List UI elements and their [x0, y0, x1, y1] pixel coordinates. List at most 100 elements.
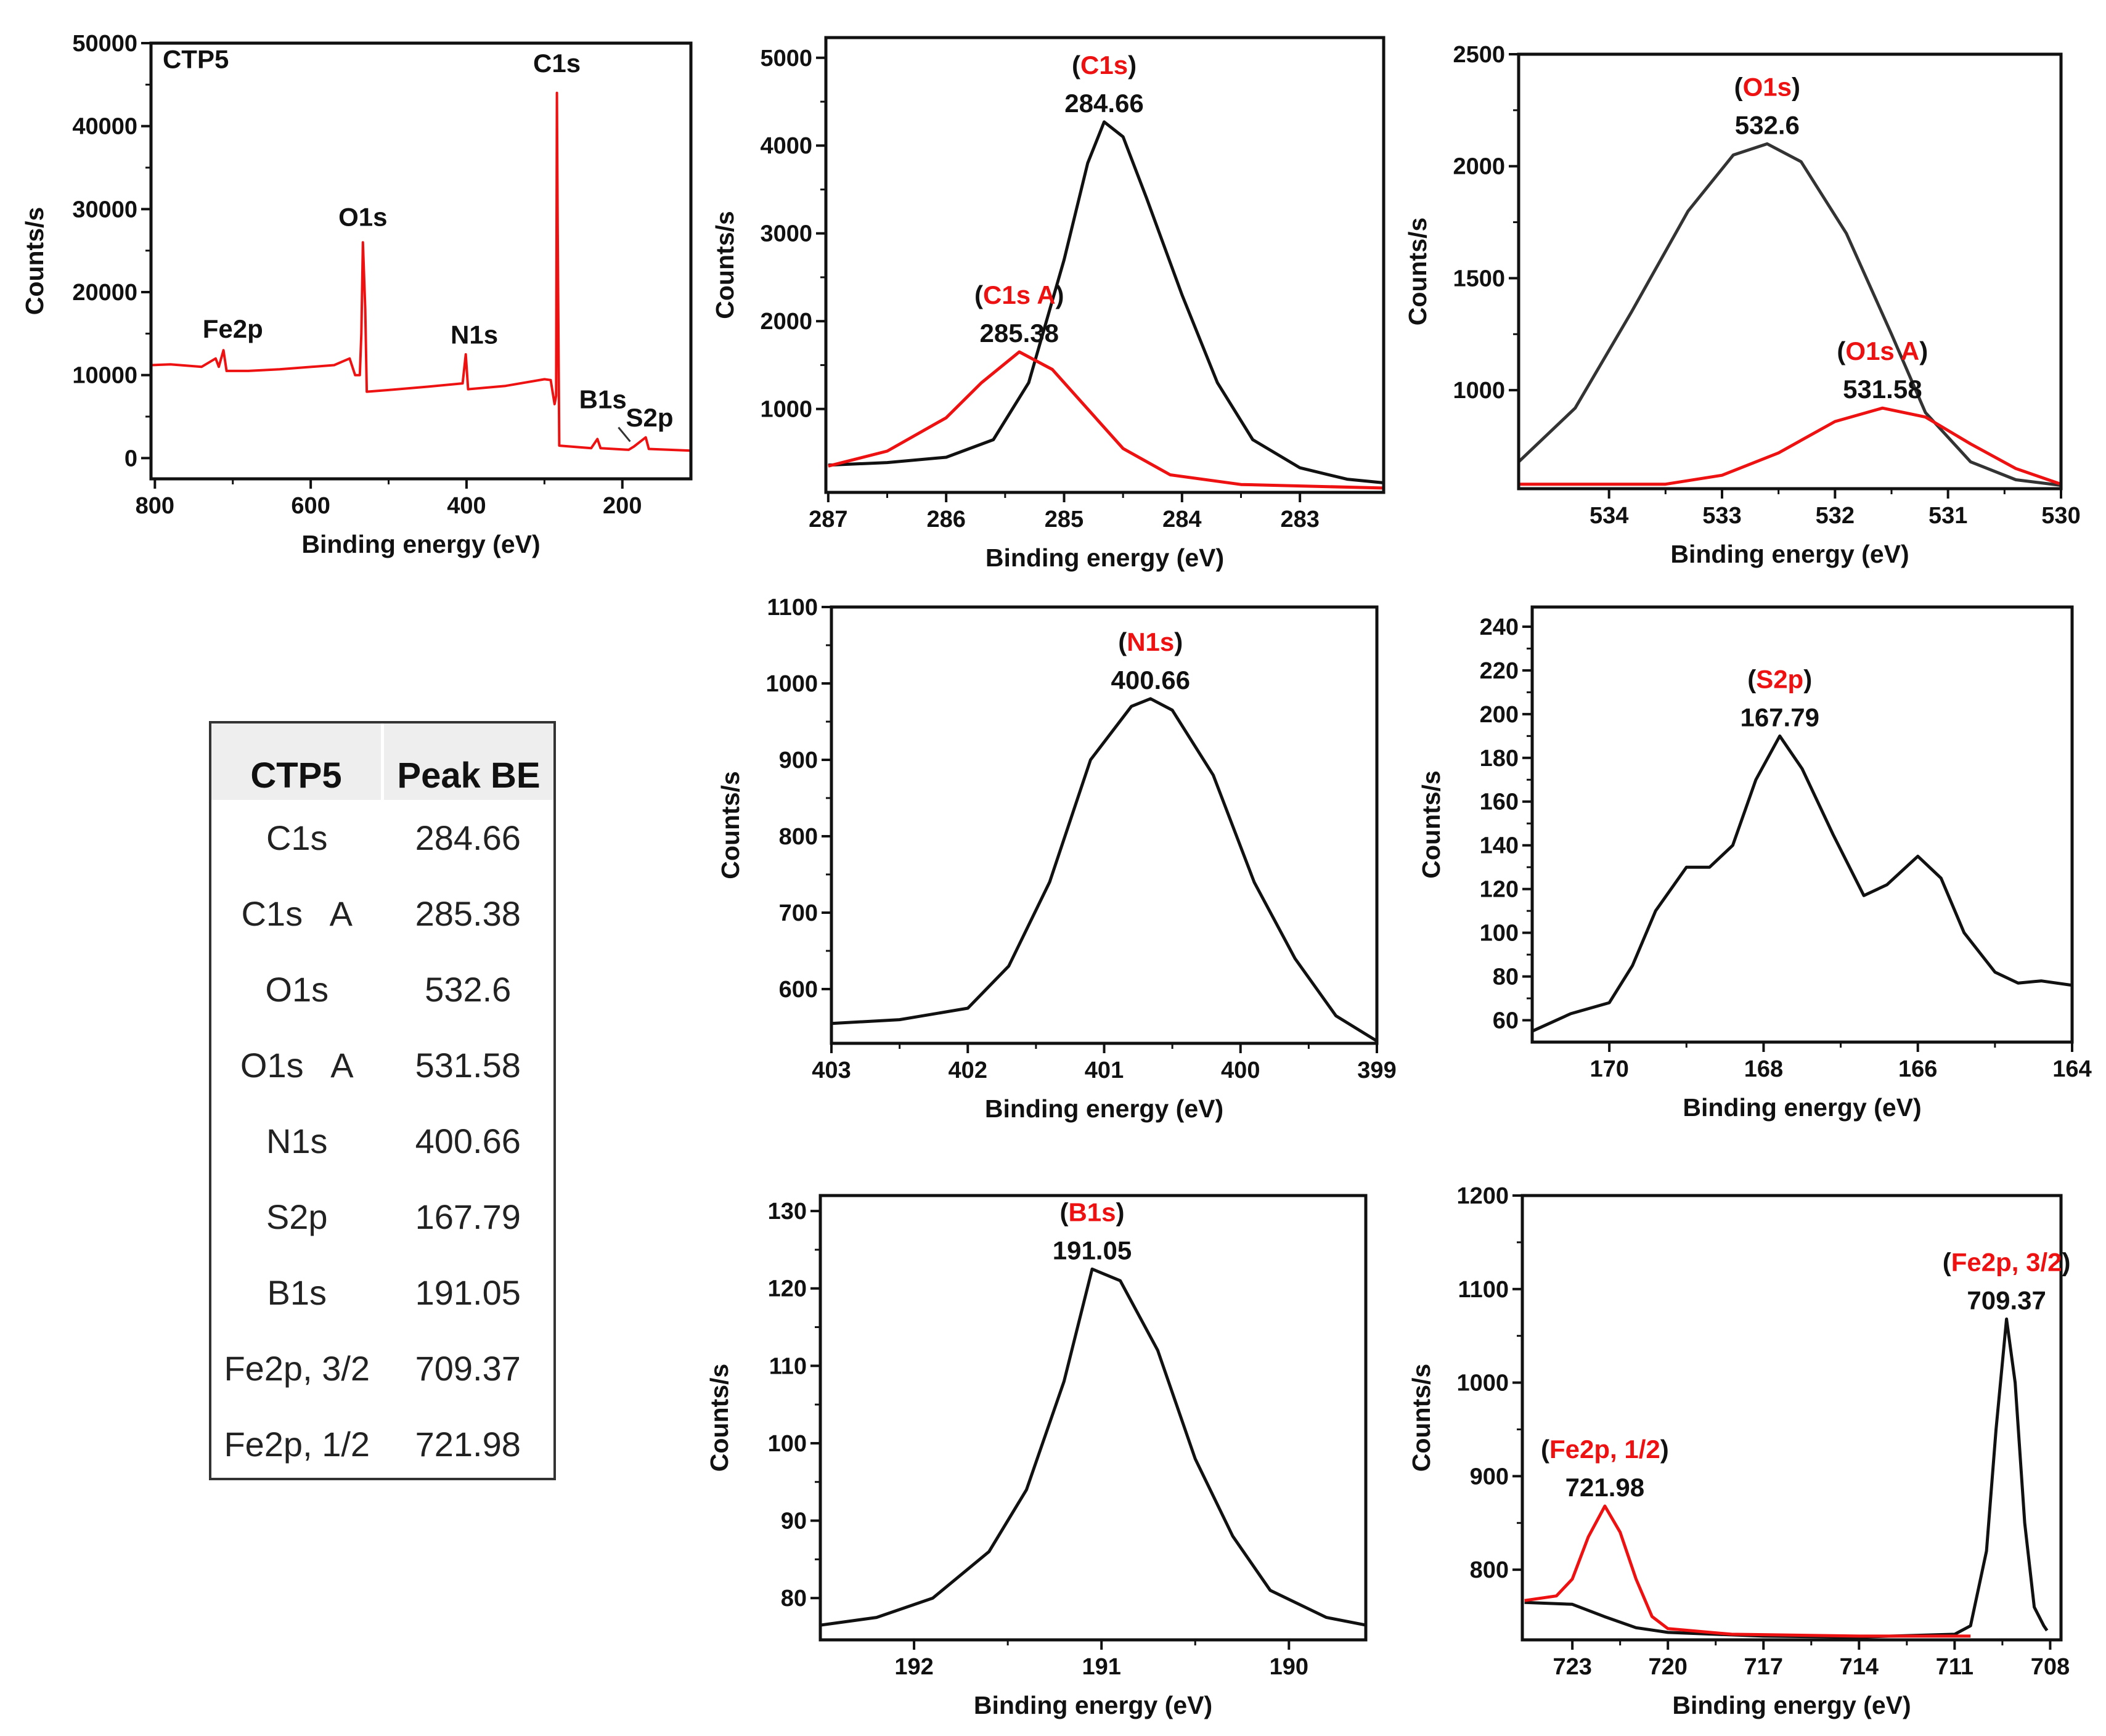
paren-open: ( [1072, 51, 1080, 79]
paren-open: ( [1059, 1197, 1068, 1226]
paren-close: ) [1128, 51, 1137, 79]
header-peak-be: Peak BE [397, 756, 541, 796]
peak-value-label: 284.66 [1064, 89, 1143, 118]
y-tick-label: 1000 [1456, 1371, 1509, 1396]
x-axis-title: Binding energy (eV) [1683, 1093, 1921, 1122]
x-tick-label: 170 [1590, 1056, 1628, 1082]
y-tick-label: 1500 [1453, 266, 1505, 291]
x-tick-label: 400 [1221, 1057, 1260, 1083]
series-line-s2p [1532, 734, 2072, 1033]
y-tick-label: 5000 [760, 46, 812, 71]
paren-open: ( [1837, 336, 1845, 365]
cell-be: 709.37 [415, 1349, 521, 1388]
peak-value-label: 721.98 [1565, 1473, 1644, 1502]
y-tick-label: 800 [1470, 1557, 1509, 1583]
plot-frame [1530, 605, 2074, 1044]
x-tick-label: 400 [447, 493, 486, 519]
paren-open: ( [1118, 627, 1127, 656]
paren-open: ( [1747, 664, 1756, 693]
x-tick-label: 402 [949, 1057, 987, 1083]
y-tick-label: 220 [1480, 658, 1519, 684]
y-tick-label: 900 [779, 748, 818, 773]
x-tick-label: 723 [1553, 1654, 1591, 1680]
x-tick-label: 403 [812, 1057, 851, 1083]
x-tick-label: 800 [136, 493, 174, 519]
panel-n1s: 403 402 401 400 399 600 700 800 900 1000 1100 Bindi… [716, 595, 1397, 1123]
y-tick-label: 2000 [1453, 154, 1505, 180]
series-line-fe2p-1-2 [1524, 1504, 1971, 1638]
series-line-b1s [820, 1267, 1366, 1627]
table-header: CTP5 Peak BE [211, 723, 553, 800]
cell-peak: S2p [266, 1197, 328, 1236]
x-tick-label: 287 [809, 507, 847, 532]
cell-peak: O1s [265, 970, 329, 1009]
peak-value-label: 285.38 [980, 319, 1059, 348]
x-tick-label: 200 [603, 493, 642, 519]
peak-value-label: 532.6 [1735, 110, 1800, 139]
y-tick-label: 1000 [765, 671, 818, 697]
arrow-pointer [618, 426, 631, 442]
y-axis-title: Counts/s [20, 207, 49, 315]
table-row: N1s 400.66 [211, 1103, 553, 1179]
peak-name-label: (O1s A) [1837, 336, 1928, 365]
panel-s2p: 170 168 166 164 60 80 100 120 140 160 180 200 220 240… [1417, 605, 2092, 1122]
table-row: C1s A 285.38 [211, 876, 553, 952]
plot-frame [149, 41, 693, 481]
y-tick-label: 200 [1480, 702, 1519, 728]
paren-open: ( [974, 280, 983, 309]
x-tick-label: 192 [894, 1654, 933, 1680]
peak-value-label: 400.66 [1111, 666, 1190, 695]
y-tick-label: 140 [1480, 833, 1519, 859]
x-tick-label: 533 [1702, 503, 1741, 529]
peak-name-label: (Fe2p, 3/2) [1943, 1247, 2071, 1276]
y-tick-label: 110 [769, 1353, 807, 1379]
table-row: Fe2p, 3/2 709.37 [211, 1331, 553, 1406]
y-tick-label: 100 [768, 1431, 807, 1457]
y-tick-label: 120 [1480, 877, 1519, 903]
peak-name: O1s [1743, 72, 1792, 101]
y-tick-label: 160 [1480, 789, 1519, 815]
y-axis-title: Counts/s [711, 211, 739, 319]
annotation-label: B1s [579, 385, 627, 414]
y-tick-label: 1200 [1456, 1183, 1509, 1209]
x-axis-title: Binding energy (eV) [1672, 1691, 1911, 1719]
peak-name: Fe2p, 3/2 [1951, 1247, 2062, 1276]
paren-open: ( [1943, 1247, 1951, 1276]
x-axis-title: Binding energy (eV) [1670, 540, 1909, 568]
cell-be: 400.66 [415, 1122, 521, 1160]
y-tick-label: 40000 [72, 114, 137, 140]
x-axis-title: Binding energy (eV) [985, 1094, 1223, 1123]
cell-peak: Fe2p, 3/2 [224, 1349, 370, 1388]
x-tick-label: 190 [1270, 1654, 1308, 1680]
y-tick-label: 1100 [1458, 1277, 1509, 1303]
x-tick-label: 285 [1045, 507, 1084, 532]
table-row: Fe2p, 1/2 721.98 [211, 1406, 553, 1482]
y-tick-label: 240 [1480, 614, 1519, 640]
peak-value-label: 191.05 [1053, 1236, 1132, 1265]
y-tick-label: 900 [1470, 1464, 1509, 1489]
peak-name: Fe2p, 1/2 [1549, 1435, 1660, 1464]
cell-peak: O1s A [240, 1046, 354, 1085]
peak-name: C1s A [983, 280, 1056, 309]
x-tick-label: 168 [1744, 1056, 1783, 1082]
peak-value-label: 709.37 [1967, 1286, 2046, 1314]
series-line-c1s [828, 120, 1383, 484]
y-tick-label: 800 [779, 824, 818, 850]
peak-be-table: CTP5 Peak BE C1s 284.66 C1s A 285.38 O1s 53… [209, 721, 556, 1480]
x-tick-label: 284 [1162, 507, 1201, 532]
x-tick-label: 714 [1840, 1654, 1879, 1680]
x-tick-label: 720 [1648, 1654, 1687, 1680]
y-axis-title: Counts/s [1417, 770, 1445, 878]
peak-name-label: (N1s) [1118, 627, 1183, 656]
x-tick-label: 717 [1744, 1654, 1783, 1680]
x-tick-label: 531 [1928, 503, 1967, 529]
y-axis-title: Counts/s [1403, 218, 1432, 325]
annotation-label: N1s [451, 320, 498, 349]
series-line-n1s [831, 697, 1377, 1043]
paren-close: ) [1919, 336, 1928, 365]
annotation-label: Fe2p [203, 314, 263, 343]
cell-be: 284.66 [415, 818, 521, 857]
x-axis-title: Binding energy (eV) [974, 1691, 1212, 1719]
peak-value-label: 531.58 [1843, 375, 1922, 404]
